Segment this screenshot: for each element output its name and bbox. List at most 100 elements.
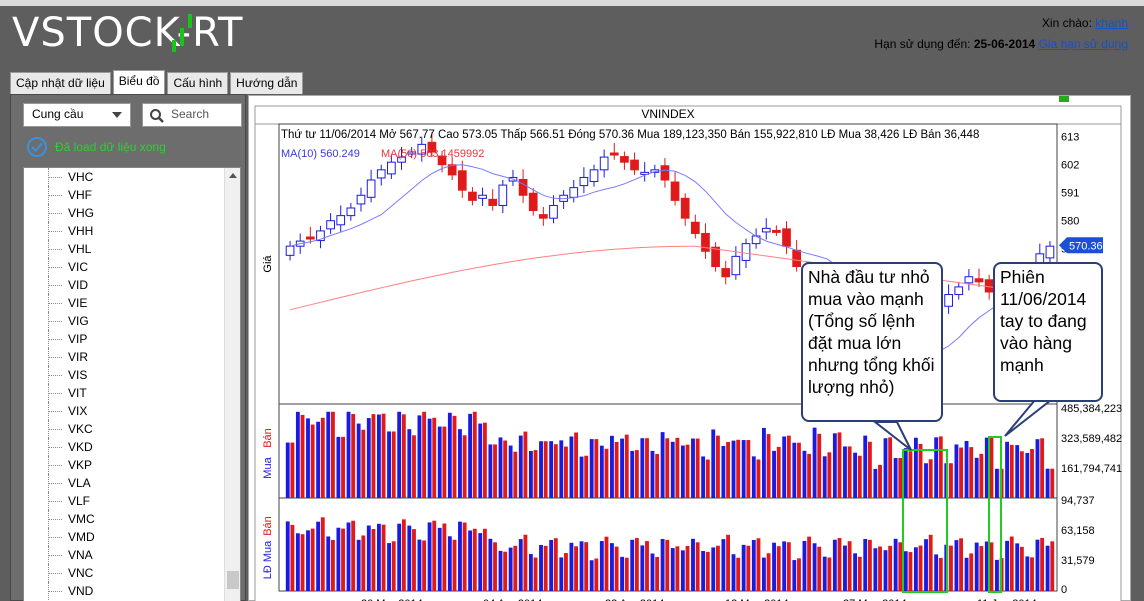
ticker-item[interactable]: VIP xyxy=(24,330,240,348)
count-bar-sell xyxy=(949,545,953,591)
ticker-item[interactable]: VLF xyxy=(24,492,240,510)
vol-bar-buy xyxy=(1015,445,1020,498)
count-bar-buy xyxy=(376,523,381,591)
vol-bar-buy xyxy=(366,418,371,498)
count-bar-sell xyxy=(604,536,609,591)
vol-bar-sell xyxy=(624,434,629,498)
vol-bar-buy xyxy=(599,445,604,498)
chart-frame xyxy=(254,105,1122,601)
count-bar-sell xyxy=(766,553,771,591)
ticker-item[interactable]: VIE xyxy=(24,294,240,312)
vol-bar-buy xyxy=(579,456,584,498)
ticker-item[interactable]: VIX xyxy=(24,402,240,420)
count-bar-buy xyxy=(458,521,462,591)
candle-down xyxy=(711,246,720,268)
vol-bar-sell xyxy=(310,424,315,498)
list-scrollbar[interactable] xyxy=(224,168,240,601)
ticker-item[interactable]: VIR xyxy=(24,348,240,366)
vol-bar-buy xyxy=(640,438,645,498)
scroll-thumb[interactable] xyxy=(227,571,239,589)
scroll-up-icon[interactable] xyxy=(229,173,237,178)
ticker-item[interactable]: VHH xyxy=(24,222,240,240)
ticker-list[interactable]: VHC VHF VHG VHH VHL VIC VID VIE VIG VIP VIR VIS VIT V… xyxy=(23,167,241,601)
count-bar-buy xyxy=(751,540,756,591)
ticker-item[interactable]: VMD xyxy=(24,528,240,546)
ticker-item[interactable]: VKC xyxy=(24,420,240,438)
price-tick-label: 602 xyxy=(1061,160,1079,172)
vol-bar-sell xyxy=(412,435,416,498)
count-bar-buy xyxy=(711,547,716,591)
vol-bar-buy xyxy=(1025,452,1030,498)
ticker-item[interactable]: VND xyxy=(24,582,240,600)
vol-bar-buy xyxy=(863,435,868,498)
ticker-item[interactable]: VIG xyxy=(24,312,240,330)
count-bar-buy xyxy=(599,541,604,591)
ticker-item[interactable]: VHF xyxy=(24,186,240,204)
vol-bar-sell xyxy=(918,443,923,498)
renew-link[interactable]: Gia hạn sử dụng xyxy=(1038,37,1128,51)
price-tick-label: 580 xyxy=(1061,216,1079,228)
vol-bar-sell xyxy=(807,453,812,498)
count-bar-buy xyxy=(1005,540,1010,591)
count-bar-sell xyxy=(847,541,852,591)
count-bar-buy xyxy=(660,539,665,591)
vol-bar-buy xyxy=(346,411,351,498)
ticker-item[interactable]: VLA xyxy=(24,474,240,492)
ticker-item[interactable]: VKD xyxy=(24,438,240,456)
candle-up xyxy=(346,207,356,217)
candle-up xyxy=(376,169,386,179)
ticker-item[interactable]: VIT xyxy=(24,384,240,402)
logo-text: VSTOCK-RT xyxy=(12,10,244,56)
x-axis-label: 12 May 2014 xyxy=(725,598,789,601)
tab-config[interactable]: Cấu hình xyxy=(167,72,229,94)
stock-chart[interactable]: VNINDEX613602591580569558547536525514Thứ… xyxy=(249,96,1130,601)
tab-guide[interactable]: Hướng dẫn xyxy=(230,72,304,94)
price-tick-label: 591 xyxy=(1061,188,1079,200)
last-price-tag xyxy=(1059,237,1103,254)
ticker-item[interactable]: VHC xyxy=(24,168,240,186)
count-tick-label: 63,158 xyxy=(1061,525,1095,537)
vol-bar-sell xyxy=(371,414,376,498)
ticker-item[interactable]: VHL xyxy=(24,240,240,258)
vol-bar-buy xyxy=(559,440,564,498)
vol-bar-buy xyxy=(356,423,361,498)
vol-bar-buy xyxy=(701,456,706,498)
count-bar-sell xyxy=(361,535,366,591)
count-bar-sell xyxy=(351,520,356,591)
chart-title: VNINDEX xyxy=(641,107,694,121)
candle-down xyxy=(528,192,538,212)
tab-chart[interactable]: Biểu đồ xyxy=(112,70,166,94)
candle-down xyxy=(690,221,700,234)
vol-bar-sell xyxy=(533,450,538,498)
vol-bar-sell xyxy=(746,440,751,498)
count-bar-sell xyxy=(655,556,660,591)
search-input[interactable]: Search xyxy=(142,103,242,127)
ticker-item[interactable]: VIC xyxy=(24,258,240,276)
count-bar-sell xyxy=(1030,557,1034,591)
user-link[interactable]: khanh xyxy=(1095,16,1128,30)
ticker-item[interactable]: VMC xyxy=(24,510,240,528)
tab-update-data[interactable]: Cập nhật dữ liệu xyxy=(10,72,111,94)
count-bar-sell xyxy=(989,542,994,591)
select-value: Cung cầu xyxy=(32,107,84,121)
count-bar-buy xyxy=(610,543,614,591)
count-bar-sell xyxy=(827,557,832,591)
expiry-date: 25-06-2014 xyxy=(973,37,1036,51)
vol-bar-sell xyxy=(979,453,984,498)
vol-bar-buy xyxy=(984,437,989,498)
count-bar-sell xyxy=(634,538,639,591)
vol-bar-sell xyxy=(564,446,568,498)
count-bar-buy xyxy=(984,541,989,591)
vol-bar-sell xyxy=(472,411,477,498)
count-bar-sell xyxy=(624,557,629,591)
ticker-item[interactable]: VKP xyxy=(24,456,240,474)
ticker-item[interactable]: VNA xyxy=(24,546,240,564)
count-bar-sell xyxy=(574,546,579,591)
ticker-item[interactable]: VIS xyxy=(24,366,240,384)
chart-type-select[interactable]: Cung cầu xyxy=(23,103,131,127)
ticker-item[interactable]: VHG xyxy=(24,204,240,222)
count-bar-buy xyxy=(1045,545,1050,591)
ticker-item[interactable]: VNC xyxy=(24,564,240,582)
vol-bar-sell xyxy=(300,414,305,498)
ticker-item[interactable]: VID xyxy=(24,276,240,294)
